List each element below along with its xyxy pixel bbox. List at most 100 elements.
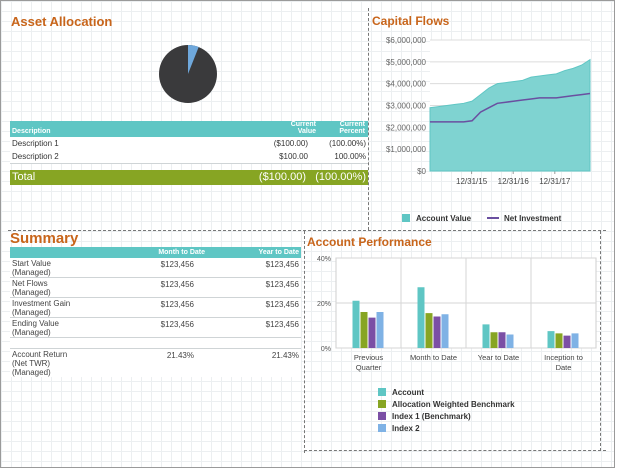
divider-vertical-bottom <box>304 231 305 453</box>
legend-swatch-net-investment <box>487 217 499 219</box>
legend-label: Allocation Weighted Benchmark <box>392 400 515 409</box>
row-label-text: Start Value (Managed) <box>12 259 51 277</box>
row-description: Description 2 <box>12 152 59 161</box>
summary-row: Investment Gain (Managed) $123,456 $123,… <box>10 298 301 318</box>
row-mtd: $123,456 <box>160 280 194 289</box>
legend-swatch <box>378 412 386 420</box>
legend-item: Index 1 (Benchmark) <box>378 412 515 424</box>
y-tick-label: $0 <box>417 167 426 176</box>
legend-label: Index 1 (Benchmark) <box>392 412 471 421</box>
row-label: Ending Value (Managed) <box>12 319 59 337</box>
capital-flows-title: Capital Flows <box>372 14 450 28</box>
bar-account <box>417 287 425 348</box>
legend-swatch <box>378 400 386 408</box>
x-category-label: Inception to <box>544 353 583 362</box>
net-investment-line <box>430 92 591 123</box>
summary-row: Net Flows (Managed) $123,456 $123,456 <box>10 278 301 298</box>
header-current-value: Current Value <box>290 121 316 135</box>
legend-label-account-value: Account Value <box>416 214 472 223</box>
legend-label: Index 2 <box>392 424 420 433</box>
x-tick-label: 12/31/17 <box>539 177 571 186</box>
row-ytd: $123,456 <box>265 260 299 269</box>
row-value: ($100.00) <box>273 139 308 148</box>
summary-header: Month to Date Year to Date <box>10 247 301 258</box>
y-tick-label: 0% <box>321 346 331 353</box>
row-mtd: 21.43% <box>166 351 194 360</box>
row-mtd: $123,456 <box>160 300 194 309</box>
x-category-label: Year to Date <box>478 353 519 362</box>
account-performance-title: Account Performance <box>307 235 432 249</box>
row-ytd: 21.43% <box>271 351 299 360</box>
y-tick-label: $1,000,000 <box>386 145 427 154</box>
row-mtd: $123,456 <box>160 320 194 329</box>
y-tick-label: $6,000,000 <box>386 36 427 45</box>
allocation-total-row: Total ($100.00) (100.00%) <box>10 170 368 185</box>
row-ytd: $123,456 <box>265 300 299 309</box>
total-label: Total <box>12 171 36 183</box>
legend-label: Account <box>392 388 424 397</box>
row-ytd: $123,456 <box>265 320 299 329</box>
bar-allocation-weighted-benchmark <box>360 312 368 348</box>
summary-row: Ending Value (Managed) $123,456 $123,456 <box>10 318 301 338</box>
x-category-label: Previous <box>354 353 383 362</box>
x-category-label: Month to Date <box>410 353 457 362</box>
allocation-pie-chart <box>159 45 217 103</box>
row-label-text: Investment Gain (Managed) <box>12 299 71 317</box>
summary-row: Start Value (Managed) $123,456 $123,456 <box>10 258 301 278</box>
bar-index-2 <box>376 312 384 348</box>
legend-item: Account <box>378 388 515 400</box>
row-label-text: Account Return (Net TWR) (Managed) <box>12 350 68 377</box>
row-label: Investment Gain (Managed) <box>12 299 70 317</box>
row-ytd: $123,456 <box>265 280 299 289</box>
legend-item: Index 2 <box>378 424 515 436</box>
legend-account-value: Account Value <box>402 214 471 223</box>
bar-index-1-benchmark- <box>368 317 376 348</box>
summary-row-empty <box>10 338 301 349</box>
bar-index-1-benchmark- <box>498 332 506 348</box>
y-tick-label: 40% <box>317 256 331 263</box>
row-percent: (100.00%) <box>329 139 366 148</box>
bar-index-2 <box>571 333 579 348</box>
row-percent: 100.00% <box>334 152 366 161</box>
legend-item: Allocation Weighted Benchmark <box>378 400 515 412</box>
y-tick-label: $5,000,000 <box>386 58 427 67</box>
bar-account <box>352 300 360 348</box>
legend-swatch <box>378 388 386 396</box>
x-category-label: Quarter <box>356 363 382 372</box>
header-ytd: Year to Date <box>258 249 299 256</box>
row-label-text: Net Flows (Managed) <box>12 279 51 297</box>
summary-title: Summary <box>10 230 79 247</box>
allocation-row: Description 2 $100.00 100.00% <box>10 150 368 164</box>
total-value: ($100.00) <box>258 171 306 183</box>
bar-index-1-benchmark- <box>433 316 441 348</box>
bar-allocation-weighted-benchmark <box>555 333 563 348</box>
header-description: Description <box>12 128 51 135</box>
row-value: $100.00 <box>279 152 308 161</box>
x-tick-label: 12/31/15 <box>456 177 488 186</box>
legend-swatch <box>378 424 386 432</box>
row-label: Start Value (Managed) <box>12 259 51 277</box>
bar-account <box>482 324 490 348</box>
divider-vertical-top <box>368 8 369 230</box>
y-tick-label: $3,000,000 <box>386 102 427 111</box>
row-label: Account Return (Net TWR) (Managed) <box>12 350 67 377</box>
bar-allocation-weighted-benchmark <box>425 313 433 348</box>
header-mtd: Month to Date <box>158 249 205 256</box>
row-description: Description 1 <box>12 139 59 148</box>
bar-index-2 <box>506 334 514 348</box>
asset-allocation-header: Description Current Value Current Percen… <box>10 121 368 137</box>
x-tick-label: 12/31/16 <box>498 177 530 186</box>
x-category-label: Date <box>556 363 572 372</box>
bar-index-2 <box>441 314 449 348</box>
bar-index-1-benchmark- <box>563 335 571 348</box>
header-current-percent: Current Percent <box>339 121 365 135</box>
pie-slice-small <box>188 45 199 74</box>
summary-row: Account Return (Net TWR) (Managed) 21.43… <box>10 349 301 377</box>
account-performance-legend: Account Allocation Weighted Benchmark Inde… <box>378 388 515 436</box>
divider-horizontal <box>8 230 606 231</box>
y-tick-label: $4,000,000 <box>386 80 427 89</box>
bar-allocation-weighted-benchmark <box>490 332 498 348</box>
legend-net-investment: Net Investment <box>487 214 561 223</box>
account-value-area <box>429 58 591 172</box>
